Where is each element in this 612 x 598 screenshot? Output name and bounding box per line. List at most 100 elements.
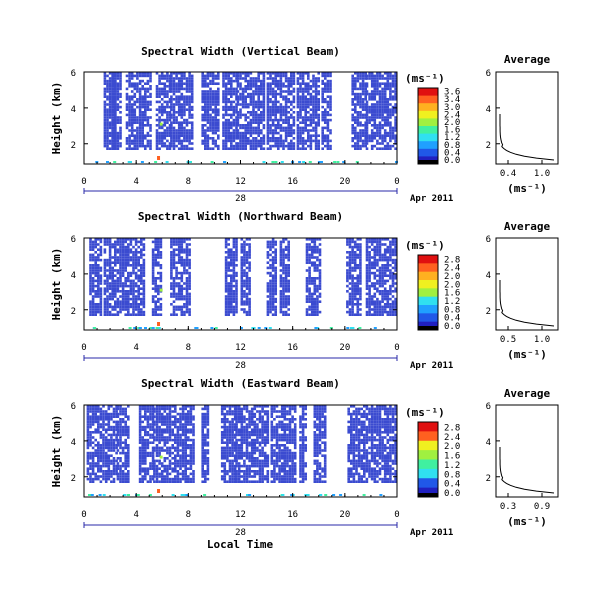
data-cell xyxy=(121,412,125,416)
data-cell xyxy=(245,303,249,306)
data-cell xyxy=(141,446,144,450)
data-cell xyxy=(170,79,173,83)
data-cell xyxy=(211,118,215,122)
data-cell xyxy=(365,297,369,301)
data-cell xyxy=(133,116,137,119)
data-cell xyxy=(172,310,176,314)
data-cell xyxy=(227,308,230,311)
data-cell xyxy=(128,95,131,98)
y-tick-label: 4 xyxy=(71,105,76,115)
data-cell xyxy=(236,85,240,88)
data-cell xyxy=(224,82,228,85)
data-cell xyxy=(89,243,92,246)
data-cell xyxy=(97,449,100,452)
data-cell xyxy=(361,90,365,93)
data-cell xyxy=(112,415,116,418)
data-cell xyxy=(381,90,384,93)
data-cell xyxy=(230,303,233,306)
data-cell xyxy=(121,245,125,249)
data-cell xyxy=(326,113,330,117)
data-cell xyxy=(103,287,107,290)
data-cell xyxy=(271,256,275,259)
data-cell xyxy=(356,134,360,137)
data-cell xyxy=(376,116,379,119)
data-cell xyxy=(151,295,155,298)
data-cell xyxy=(318,269,322,272)
data-cell xyxy=(157,327,161,329)
data-cell xyxy=(158,87,161,91)
data-cell xyxy=(354,118,357,122)
data-cell xyxy=(365,277,369,280)
data-cell xyxy=(128,77,131,80)
data-cell xyxy=(140,300,143,303)
data-cell xyxy=(354,121,357,124)
data-cell xyxy=(211,108,215,111)
data-cell xyxy=(185,253,189,257)
data-cell xyxy=(140,256,143,259)
data-cell xyxy=(314,95,318,98)
data-cell xyxy=(129,256,133,259)
data-cell xyxy=(282,98,285,101)
data-cell xyxy=(175,308,178,311)
data-cell xyxy=(111,292,114,296)
data-cell xyxy=(106,113,109,117)
data-cell xyxy=(138,327,142,329)
data-cell xyxy=(269,290,272,293)
data-cell xyxy=(183,287,186,290)
data-cell xyxy=(353,287,357,290)
data-cell xyxy=(269,305,272,309)
data-cell xyxy=(175,284,178,288)
data-cell xyxy=(314,116,318,119)
data-cell xyxy=(317,105,320,109)
data-cell xyxy=(142,266,146,270)
data-cell xyxy=(378,245,382,249)
data-cell xyxy=(230,142,233,145)
data-cell xyxy=(175,82,178,85)
data-cell xyxy=(155,147,159,150)
data-cell xyxy=(172,308,176,311)
data-cell xyxy=(282,279,285,283)
data-cell xyxy=(282,266,285,270)
data-cell xyxy=(115,446,118,450)
profile-curve xyxy=(499,280,555,327)
data-cell xyxy=(138,449,142,452)
data-cell xyxy=(168,407,172,411)
data-cell xyxy=(114,134,117,137)
data-cell xyxy=(320,161,323,163)
data-cell xyxy=(99,251,103,254)
data-cell xyxy=(132,269,135,272)
data-cell xyxy=(166,113,169,117)
data-cell xyxy=(206,137,210,140)
data-cell xyxy=(89,451,92,455)
data-cell xyxy=(168,415,172,418)
data-cell xyxy=(356,245,360,249)
data-cell xyxy=(114,79,117,83)
colorbar-tick-label: 0.4 xyxy=(444,148,460,158)
data-cell xyxy=(376,269,379,272)
data-cell xyxy=(257,113,260,117)
data-cell xyxy=(97,264,100,267)
data-cell xyxy=(110,425,113,429)
data-cell xyxy=(232,243,236,246)
data-cell xyxy=(116,77,120,80)
data-cell xyxy=(140,251,143,254)
data-cell xyxy=(274,92,277,96)
data-cell xyxy=(114,118,117,122)
data-cell xyxy=(180,271,184,275)
data-cell xyxy=(359,82,362,85)
data-cell xyxy=(127,480,130,483)
data-cell xyxy=(136,74,139,78)
data-cell xyxy=(354,116,357,119)
data-cell xyxy=(389,290,392,293)
data-cell xyxy=(170,134,173,137)
colorbar-segment xyxy=(418,141,438,150)
data-cell xyxy=(183,95,186,98)
data-cell xyxy=(190,116,194,119)
data-cell xyxy=(204,74,207,78)
data-cell xyxy=(158,467,161,470)
data-cell xyxy=(274,305,277,309)
data-cell xyxy=(142,305,146,309)
data-cell xyxy=(235,264,238,267)
data-cell xyxy=(224,310,228,314)
data-cell xyxy=(309,92,313,96)
